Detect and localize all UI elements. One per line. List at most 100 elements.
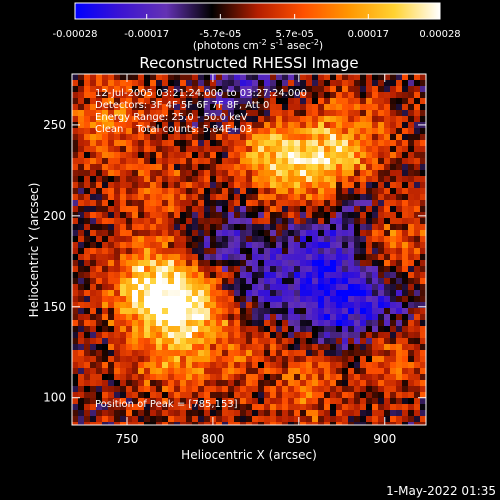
heatmap-cell	[126, 92, 133, 99]
heatmap-cell	[276, 236, 283, 243]
heatmap-cell	[336, 404, 343, 411]
heatmap-cell	[240, 302, 247, 309]
heatmap-cell	[282, 374, 289, 381]
heatmap-cell	[228, 212, 235, 219]
heatmap-cell	[168, 236, 175, 243]
heatmap-cell	[168, 200, 175, 207]
heatmap-cell	[270, 290, 277, 297]
heatmap-cell	[114, 152, 121, 159]
heatmap-cell	[414, 164, 421, 171]
heatmap-cell	[90, 128, 97, 135]
heatmap-cell	[294, 302, 301, 309]
heatmap-cell	[264, 398, 271, 405]
heatmap-cell	[180, 302, 187, 309]
heatmap-cell	[384, 386, 391, 393]
heatmap-cell	[366, 194, 373, 201]
heatmap-cell	[84, 254, 91, 261]
heatmap-cell	[168, 416, 175, 423]
heatmap-cell	[186, 302, 193, 309]
heatmap-cell	[192, 350, 199, 357]
heatmap-cell	[324, 74, 331, 81]
heatmap-cell	[84, 170, 91, 177]
heatmap-cell	[366, 80, 373, 87]
heatmap-cell	[198, 182, 205, 189]
heatmap-cell	[384, 284, 391, 291]
heatmap-cell	[162, 320, 169, 327]
heatmap-cell	[120, 194, 127, 201]
heatmap-cell	[270, 218, 277, 225]
heatmap-cell	[324, 158, 331, 165]
heatmap-cell	[312, 74, 319, 81]
heatmap-cell	[150, 422, 157, 425]
heatmap-cell	[336, 326, 343, 333]
heatmap-cell	[216, 224, 223, 231]
heatmap-cell	[324, 98, 331, 105]
heatmap-cell	[264, 74, 271, 81]
heatmap-cell	[330, 290, 337, 297]
heatmap-cell	[162, 332, 169, 339]
heatmap-cell	[300, 356, 307, 363]
heatmap-cell	[150, 98, 157, 105]
heatmap-cell	[414, 368, 421, 375]
heatmap-cell	[336, 218, 343, 225]
heatmap-cell	[144, 200, 151, 207]
heatmap-cell	[138, 422, 145, 425]
heatmap-cell	[348, 242, 355, 249]
heatmap-cell	[132, 314, 139, 321]
heatmap-cell	[378, 320, 385, 327]
heatmap-cell	[72, 380, 79, 387]
heatmap-cell	[258, 410, 265, 417]
heatmap-cell	[372, 74, 379, 81]
heatmap-cell	[336, 284, 343, 291]
heatmap-cell	[330, 152, 337, 159]
heatmap-cell	[150, 152, 157, 159]
heatmap-cell	[390, 212, 397, 219]
heatmap-cell	[222, 374, 229, 381]
heatmap-cell	[330, 344, 337, 351]
heatmap-cell	[372, 302, 379, 309]
heatmap-cell	[402, 182, 409, 189]
heatmap-cell	[330, 266, 337, 273]
heatmap-cell	[258, 110, 265, 117]
heatmap-cell	[390, 260, 397, 267]
heatmap-cell	[408, 302, 415, 309]
heatmap-cell	[318, 248, 325, 255]
heatmap-cell	[108, 308, 115, 315]
heatmap-cell	[192, 128, 199, 135]
heatmap-cell	[144, 146, 151, 153]
heatmap-cell	[402, 236, 409, 243]
heatmap-cell	[402, 92, 409, 99]
heatmap-cell	[84, 200, 91, 207]
heatmap-cell	[330, 278, 337, 285]
heatmap-cell	[198, 404, 205, 411]
heatmap-cell	[336, 230, 343, 237]
heatmap-cell	[192, 146, 199, 153]
heatmap-cell	[204, 308, 211, 315]
heatmap-cell	[282, 290, 289, 297]
heatmap-cell	[354, 362, 361, 369]
heatmap-cell	[78, 314, 85, 321]
heatmap-cell	[366, 92, 373, 99]
heatmap-cell	[420, 140, 426, 147]
heatmap-cell	[138, 284, 145, 291]
heatmap-cell	[132, 212, 139, 219]
heatmap-cell	[252, 290, 259, 297]
heatmap-cell	[180, 326, 187, 333]
heatmap-cell	[396, 284, 403, 291]
heatmap-cell	[132, 320, 139, 327]
heatmap-cell	[252, 92, 259, 99]
heatmap-cell	[132, 194, 139, 201]
heatmap-cell	[306, 416, 313, 423]
heatmap-cell	[72, 212, 79, 219]
heatmap-cell	[216, 302, 223, 309]
annotation-detectors: Detectors: 3F 4F 5F 6F 7F 8F, Att 0	[95, 100, 269, 111]
heatmap-cell	[108, 74, 115, 81]
heatmap-cell	[234, 368, 241, 375]
heatmap-cell	[306, 110, 313, 117]
heatmap-cell	[174, 278, 181, 285]
heatmap-cell	[168, 398, 175, 405]
heatmap-cell	[144, 266, 151, 273]
heatmap-cell	[204, 404, 211, 411]
heatmap-cell	[348, 218, 355, 225]
heatmap-cell	[384, 230, 391, 237]
